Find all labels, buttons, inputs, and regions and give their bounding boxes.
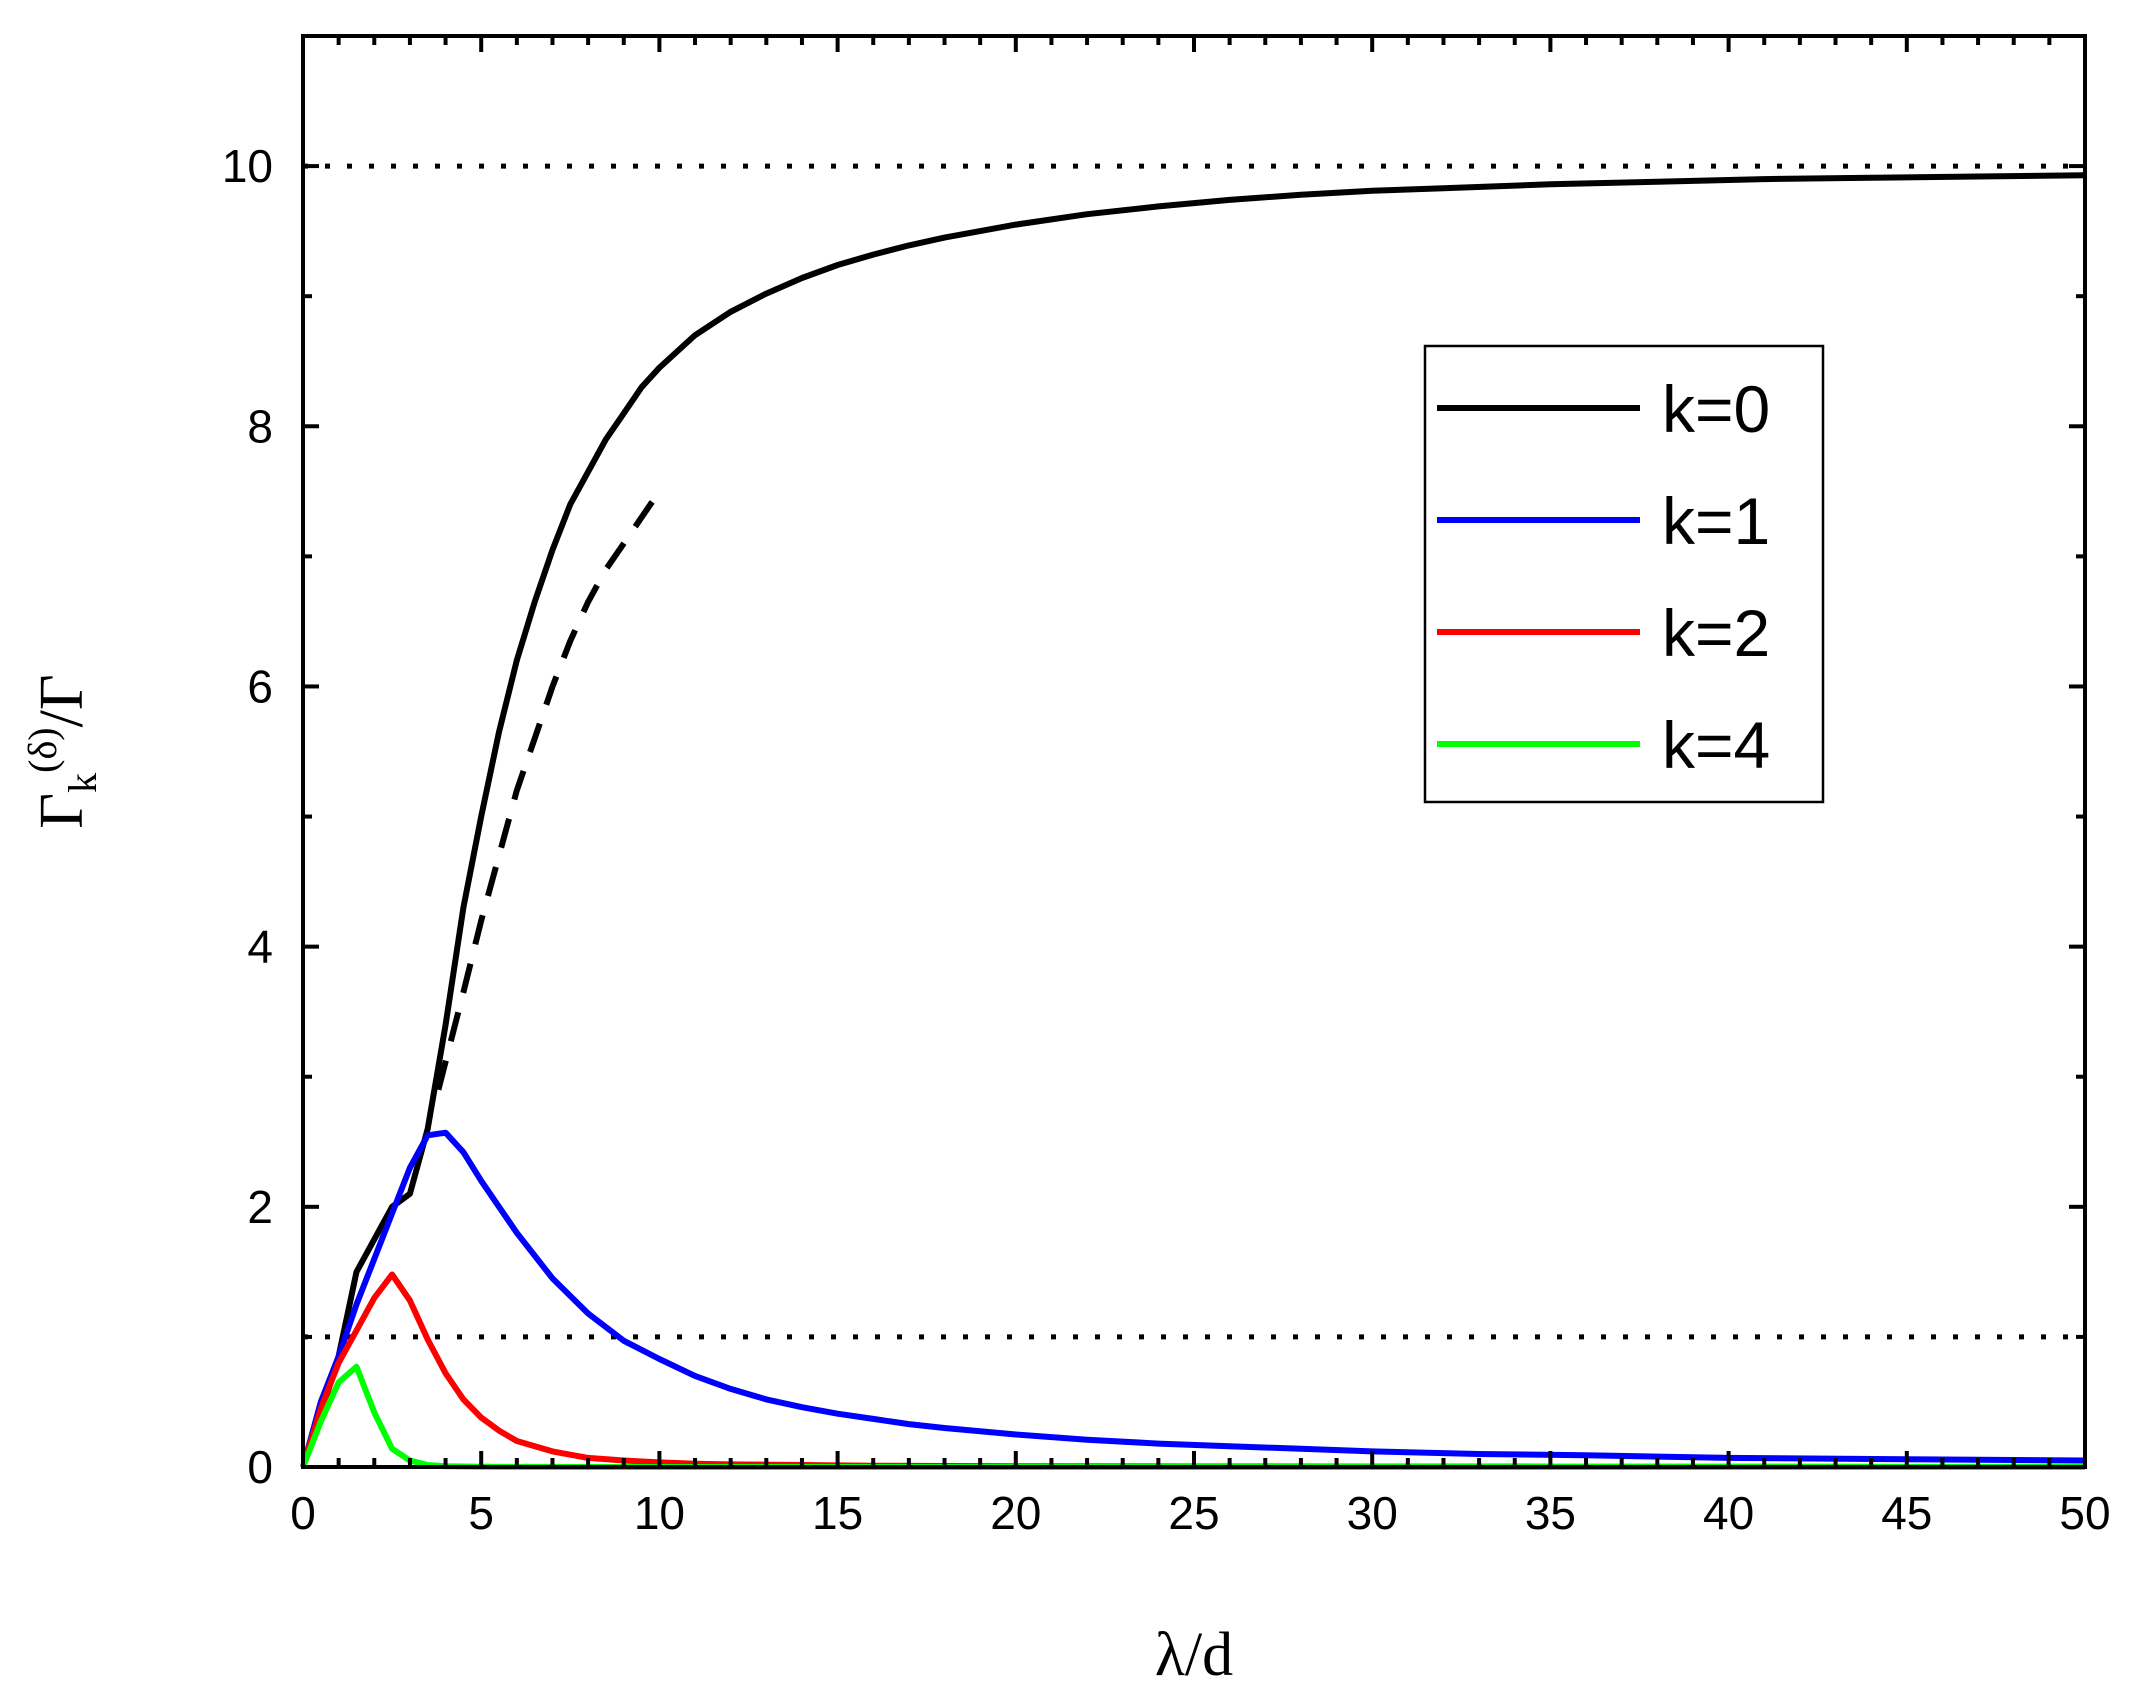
- x-tick-label: 50: [2059, 1487, 2110, 1539]
- y-tick-label: 10: [222, 140, 273, 192]
- tick-labels-layer: 0 5 10 15 20 25 30 35 40 45 50 0 2 4 6 8 10: [222, 140, 2111, 1539]
- legend-label-k2: k=2: [1662, 596, 1770, 670]
- y-tick-label: 0: [247, 1441, 273, 1493]
- legend-label-k0: k=0: [1662, 372, 1770, 446]
- x-tick-label: 25: [1168, 1487, 1219, 1539]
- x-tick-label: 35: [1525, 1487, 1576, 1539]
- series-line-dashed-asymptote: [435, 489, 662, 1091]
- x-tick-label: 0: [290, 1487, 316, 1539]
- x-tick-label: 5: [468, 1487, 494, 1539]
- legend: k=0 k=1 k=2 k=4: [1423, 344, 1825, 804]
- y-tick-label: 4: [247, 921, 273, 973]
- y-axis-label-main: Γ: [28, 793, 96, 829]
- y-axis-label: Γk(δ)/Γ: [20, 674, 105, 828]
- legend-label-k4: k=4: [1662, 708, 1770, 782]
- legend-label-k1: k=1: [1662, 484, 1770, 558]
- y-axis-label-sup: (δ): [20, 727, 65, 773]
- y-axis-label-sub: k: [60, 773, 105, 793]
- y-tick-label: 8: [247, 400, 273, 452]
- legend-box: [1423, 344, 1825, 804]
- ticks-layer: [301, 34, 2087, 1469]
- x-axis-label: λ/d: [1155, 1621, 1233, 1689]
- series-line-k1: [300, 1129, 2086, 1468]
- x-tick-label: 15: [812, 1487, 863, 1539]
- y-tick-label: 2: [247, 1181, 273, 1233]
- x-tick-label: 45: [1881, 1487, 1932, 1539]
- x-tick-label: 30: [1347, 1487, 1398, 1539]
- y-tick-label: 6: [247, 660, 273, 712]
- series-line-k2: [300, 1271, 2085, 1470]
- x-tick-label: 10: [634, 1487, 685, 1539]
- x-tick-label: 20: [990, 1487, 1041, 1539]
- series-line-k0: [300, 172, 2086, 1468]
- x-tick-label: 40: [1703, 1487, 1754, 1539]
- y-axis-label-tail: /Γ: [28, 674, 96, 727]
